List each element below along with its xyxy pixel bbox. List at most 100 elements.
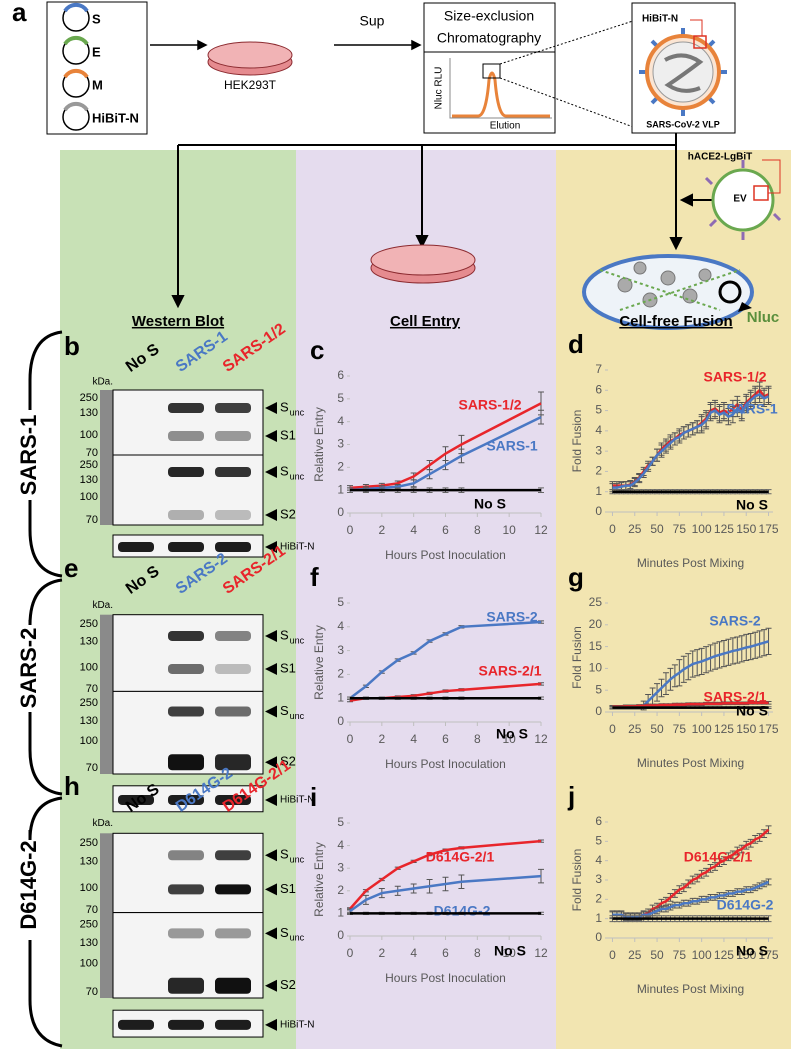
band-arrow <box>265 629 277 642</box>
band-sublabel: unc <box>290 711 305 721</box>
band-sublabel: unc <box>290 933 305 943</box>
x-tick-label: 2 <box>378 732 385 746</box>
error-bar <box>765 915 772 923</box>
band <box>168 431 204 441</box>
marker-label: 100 <box>80 958 98 970</box>
panel-label: i <box>310 782 317 812</box>
band-arrow <box>265 662 277 675</box>
y-axis-label: Fold Fusion <box>570 410 584 473</box>
band-arrow <box>265 705 277 718</box>
marker-label: 130 <box>80 407 98 419</box>
y-axis-label: Relative Entry <box>312 625 326 700</box>
band-label: HiBiT-N <box>280 542 314 553</box>
panel-label: g <box>568 562 584 592</box>
band <box>215 542 251 552</box>
x-tick-label: 100 <box>692 722 712 736</box>
blot <box>112 389 264 456</box>
y-tick-label: 1 <box>337 482 344 496</box>
band <box>168 467 204 477</box>
arrow-label: Sup <box>360 13 385 29</box>
band <box>168 928 204 939</box>
band-arrow <box>265 793 277 806</box>
y-tick-label: 5 <box>595 834 602 848</box>
panel-label: h <box>64 771 80 801</box>
band <box>215 706 251 717</box>
band <box>215 754 251 771</box>
marker-label: 100 <box>80 882 98 894</box>
y-tick-label: 6 <box>337 368 344 382</box>
row-label: D614G-2 <box>16 840 41 929</box>
band <box>168 542 204 552</box>
band <box>215 663 251 674</box>
reporter-label: Nluc <box>747 309 780 326</box>
x-axis-label: Hours Post Inoculation <box>385 757 506 771</box>
band-sublabel: unc <box>290 471 305 481</box>
band-label: S1 <box>280 660 296 675</box>
series-label: No S <box>736 943 768 959</box>
band <box>118 794 154 805</box>
band <box>168 754 204 771</box>
panel-label: j <box>567 781 575 811</box>
x-axis-label: Minutes Post Mixing <box>637 756 744 770</box>
panel-label: b <box>64 331 80 361</box>
x-tick-label: 4 <box>410 523 417 537</box>
y-tick-label: 6 <box>595 382 602 396</box>
y-tick-label: 1 <box>337 906 344 920</box>
marker-label: 250 <box>80 618 98 630</box>
band-arrow <box>265 1018 277 1031</box>
series-line <box>612 392 770 489</box>
y-tick-label: 1 <box>595 484 602 498</box>
plasmid-label: S <box>92 11 101 26</box>
x-tick-label: 75 <box>673 948 687 962</box>
row-label: SARS-1 <box>16 415 41 496</box>
marker-label: 130 <box>80 474 98 486</box>
y-tick-label: 2 <box>337 460 344 474</box>
marker-label: 70 <box>86 762 98 774</box>
x-tick-label: 125 <box>714 522 734 536</box>
panel-label: d <box>568 329 584 359</box>
band-sublabel: unc <box>290 635 305 645</box>
band <box>118 542 154 552</box>
x-axis-label: Hours Post Inoculation <box>385 971 506 985</box>
series-line <box>612 701 769 709</box>
error-bar <box>765 387 772 405</box>
arrows <box>150 39 422 51</box>
band-arrow <box>265 849 277 862</box>
x-tick-label: 4 <box>410 732 417 746</box>
vlp-label: SARS-CoV-2 VLP <box>646 119 720 129</box>
marker-label: 250 <box>80 392 98 404</box>
series-label: D614G-2/1 <box>426 849 495 865</box>
band-arrow <box>265 927 277 940</box>
band <box>168 794 204 805</box>
x-tick-label: 175 <box>759 948 779 962</box>
band-label: HiBiT-N <box>280 1019 314 1030</box>
series-label: No S <box>496 726 528 742</box>
column-header: Cell Entry <box>390 313 461 330</box>
series-line <box>612 880 770 918</box>
x-tick-label: 10 <box>502 946 516 960</box>
x-tick-label: 12 <box>534 946 548 960</box>
y-tick-label: 2 <box>337 883 344 897</box>
marker-label: 100 <box>80 429 98 441</box>
band <box>215 403 251 413</box>
band-arrow <box>265 466 277 478</box>
ladder <box>100 833 113 998</box>
y-axis-label: Relative Entry <box>312 407 326 482</box>
series-label: SARS-1/2 <box>458 397 521 413</box>
y-tick-label: 5 <box>337 391 344 405</box>
series-label: SARS-2/1 <box>703 689 766 705</box>
panel-label: c <box>310 335 324 365</box>
band-arrow <box>265 430 277 442</box>
band <box>168 630 204 641</box>
x-axis-label: Minutes Post Mixing <box>637 982 744 996</box>
band-label: S1 <box>280 881 296 896</box>
x-tick-label: 50 <box>650 948 664 962</box>
unit-label: kDa. <box>92 600 113 611</box>
series-label: SARS-2 <box>709 613 761 629</box>
band-label: S <box>280 463 289 478</box>
series-line <box>349 839 542 910</box>
row-brackets <box>28 330 63 1048</box>
band <box>168 1019 204 1030</box>
y-tick-label: 3 <box>337 860 344 874</box>
